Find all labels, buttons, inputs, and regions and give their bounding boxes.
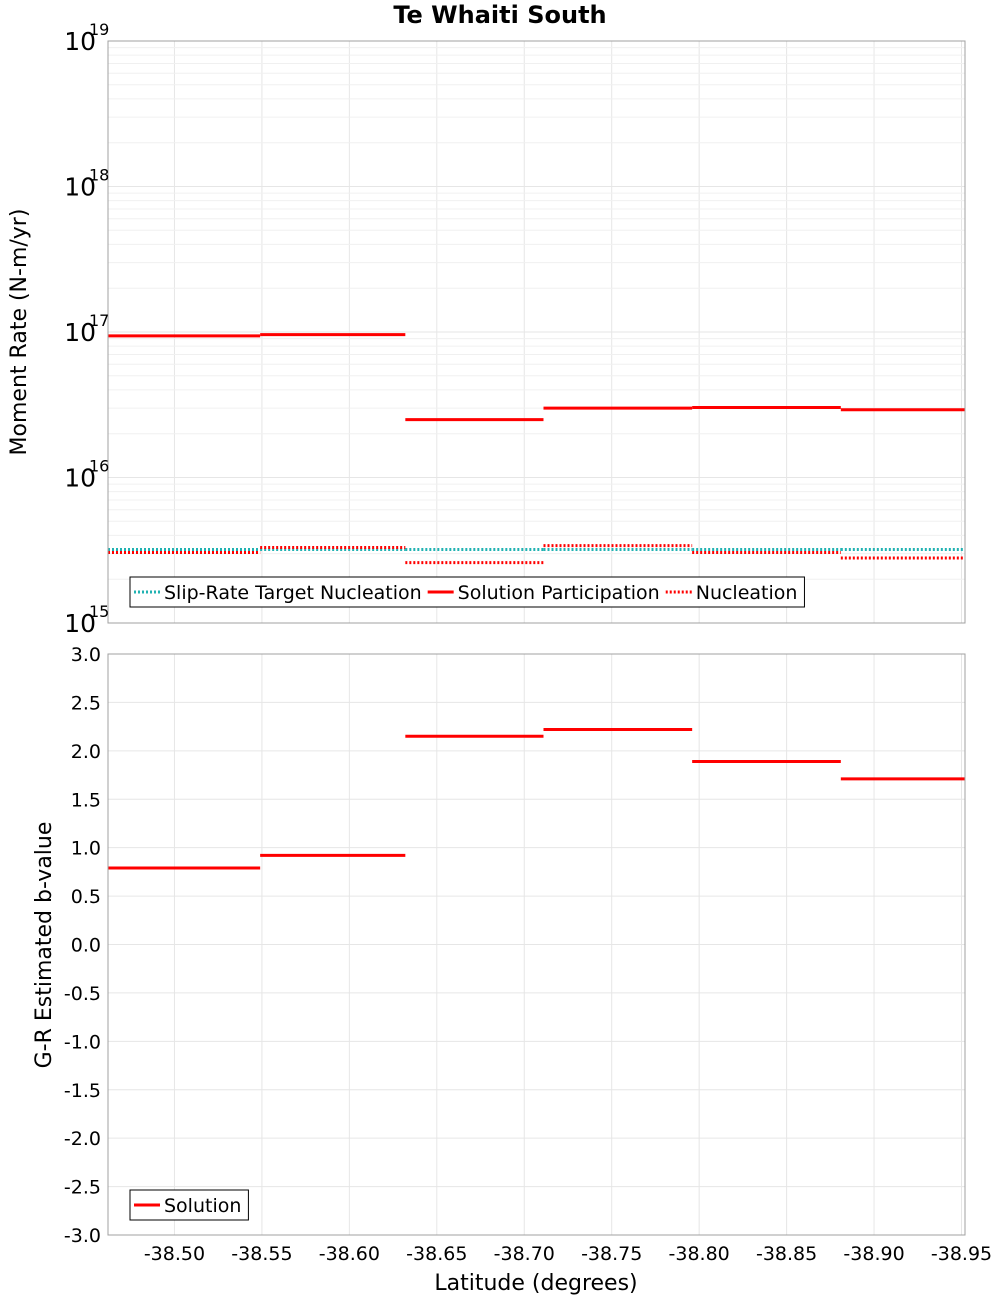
b-value-y-tick-label: 1.5 — [71, 789, 101, 811]
moment-y-tick-exponent: 16 — [89, 457, 109, 476]
moment-series-solution-participation — [108, 333, 965, 422]
b-value-legend-label: Solution — [164, 1195, 241, 1217]
b-value-y-tick-label: -1.0 — [64, 1031, 101, 1053]
x-tick-label: -38.60 — [319, 1243, 380, 1265]
b-value-y-tick-label: -0.5 — [64, 983, 101, 1005]
x-tick-label: -38.90 — [843, 1243, 904, 1265]
b-value-y-tick-label: 2.0 — [71, 741, 101, 763]
b-value-y-tick-label: -2.5 — [64, 1177, 101, 1199]
b-value-plot-frame — [107, 653, 966, 1236]
b-value-y-tick-label: 3.0 — [71, 644, 101, 666]
moment-series — [108, 333, 965, 565]
b-value-series-solution — [108, 728, 965, 870]
b-value-grid — [108, 653, 965, 1236]
b-value-y-tick-label: -2.0 — [64, 1128, 101, 1150]
x-tick-label: -38.65 — [406, 1243, 467, 1265]
b-value-y-tick-label: 2.5 — [71, 692, 101, 714]
moment-y-axis-label: Moment Rate (N-m/yr) — [7, 209, 32, 456]
moment-legend-frame — [129, 576, 805, 608]
moment-y-tick-base: 10 — [64, 318, 96, 347]
x-tick-label: -38.95 — [931, 1243, 992, 1265]
moment-legend-label: Nucleation — [696, 582, 798, 604]
moment-series-nucleation — [108, 544, 965, 565]
moment-y-tick-base: 10 — [64, 609, 96, 638]
x-tick-label: -38.75 — [581, 1243, 642, 1265]
moment-y-tick-base: 10 — [64, 464, 96, 493]
b-value-series — [108, 728, 965, 870]
b-value-y-tick-label: -3.0 — [64, 1225, 101, 1247]
moment-y-tick-exponent: 18 — [89, 166, 109, 185]
b-value-y-tick-label: 0.5 — [71, 886, 101, 908]
x-tick-label: -38.80 — [669, 1243, 730, 1265]
moment-legend-label: Slip-Rate Target Nucleation — [164, 582, 422, 604]
b-value-y-ticks: 3.0 2.5 2.0 1.5 1.0 0.5 0.0 -0.5 -1.0 -1.5 -2.0 -2.… — [64, 644, 101, 1247]
moment-legend-label: Solution Participation — [458, 582, 660, 604]
moment-y-tick-exponent: 19 — [89, 20, 109, 39]
chart-title: Te Whaiti South — [393, 1, 606, 29]
b-value-y-tick-label: 0.0 — [71, 935, 101, 957]
x-tick-label: -38.85 — [756, 1243, 817, 1265]
b-value-y-axis-label: G-R Estimated b-value — [32, 822, 57, 1069]
b-value-y-tick-label: -1.5 — [64, 1080, 101, 1102]
moment-y-tick-base: 10 — [64, 27, 96, 56]
moment-y-tick-base: 10 — [64, 173, 96, 202]
moment-legend: Slip-Rate Target Nucleation Solution Part… — [129, 576, 805, 608]
x-axis-label: Latitude (degrees) — [434, 1271, 637, 1296]
x-tick-label: -38.50 — [144, 1243, 205, 1265]
x-tick-label: -38.55 — [231, 1243, 292, 1265]
b-value-legend: Solution — [129, 1189, 249, 1221]
x-tick-labels: -38.50 -38.55 -38.60 -38.65 -38.70 -38.75 -38.… — [144, 1243, 992, 1265]
x-tick-label: -38.70 — [494, 1243, 555, 1265]
b-value-plot: 3.0 2.5 2.0 1.5 1.0 0.5 0.0 -0.5 -1.0 -1.5 -2.0 -2.… — [32, 644, 966, 1247]
moment-plot-frame — [107, 40, 966, 624]
b-value-y-tick-label: 1.0 — [71, 838, 101, 860]
moment-y-tick-exponent: 15 — [89, 602, 109, 621]
moment-y-tick-exponent: 17 — [89, 311, 109, 330]
